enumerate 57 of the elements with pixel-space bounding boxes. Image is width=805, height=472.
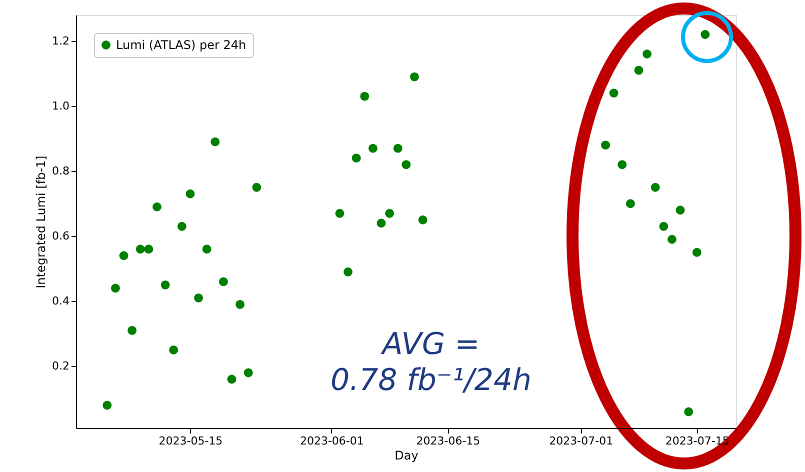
y-tick-label: 1.0 xyxy=(52,100,70,113)
x-axis-title: Day xyxy=(394,448,418,462)
point xyxy=(402,160,411,170)
point xyxy=(385,208,394,218)
point xyxy=(194,293,203,302)
point xyxy=(418,215,428,224)
point xyxy=(634,66,644,75)
y-tick-label: 0.4 xyxy=(52,294,70,308)
point xyxy=(177,222,186,231)
point xyxy=(352,154,361,163)
point xyxy=(609,88,618,98)
point xyxy=(169,345,178,354)
point xyxy=(676,206,685,215)
point xyxy=(642,50,652,58)
point xyxy=(700,30,710,39)
x-tick-label: 2023-06-15 xyxy=(416,434,480,448)
point xyxy=(202,244,212,254)
point xyxy=(236,300,245,309)
point xyxy=(335,208,344,218)
y-axis-title: Integrated Lumi [fb-1] xyxy=(34,156,48,288)
point xyxy=(119,251,128,260)
point xyxy=(368,144,378,153)
point xyxy=(186,189,195,198)
point xyxy=(650,182,660,192)
point xyxy=(144,244,154,254)
point xyxy=(210,137,220,146)
point xyxy=(393,144,402,153)
y-tick-label: 0.8 xyxy=(52,164,70,178)
point xyxy=(376,218,386,228)
x-tick-label: 2023-06-01 xyxy=(300,434,364,448)
point xyxy=(360,92,370,101)
y-tick-label: 0.6 xyxy=(52,230,70,243)
point xyxy=(684,407,694,416)
point xyxy=(252,182,262,192)
point xyxy=(136,244,145,254)
x-tick-label: 2023-07-01 xyxy=(549,434,614,448)
point xyxy=(128,326,137,335)
point xyxy=(410,72,419,82)
point xyxy=(102,400,112,410)
y-tick-label: 0.2 xyxy=(52,360,70,373)
point xyxy=(626,199,635,208)
point xyxy=(110,284,120,293)
point xyxy=(692,248,702,257)
point xyxy=(227,374,236,384)
annotation: AVG = 0.78 fb⁻¹/24h xyxy=(330,327,532,398)
point xyxy=(618,160,627,170)
point xyxy=(160,280,170,290)
point xyxy=(668,234,676,244)
point xyxy=(218,277,228,286)
point xyxy=(601,140,610,150)
point xyxy=(659,222,668,231)
point xyxy=(152,202,162,212)
x-tick-label: 2023-05-15 xyxy=(158,434,223,448)
legend-label: Lumi (ATLAS) per 24h xyxy=(116,38,246,52)
point xyxy=(244,368,253,378)
y-tick-label: 1.2 xyxy=(52,34,70,48)
point xyxy=(344,267,352,276)
